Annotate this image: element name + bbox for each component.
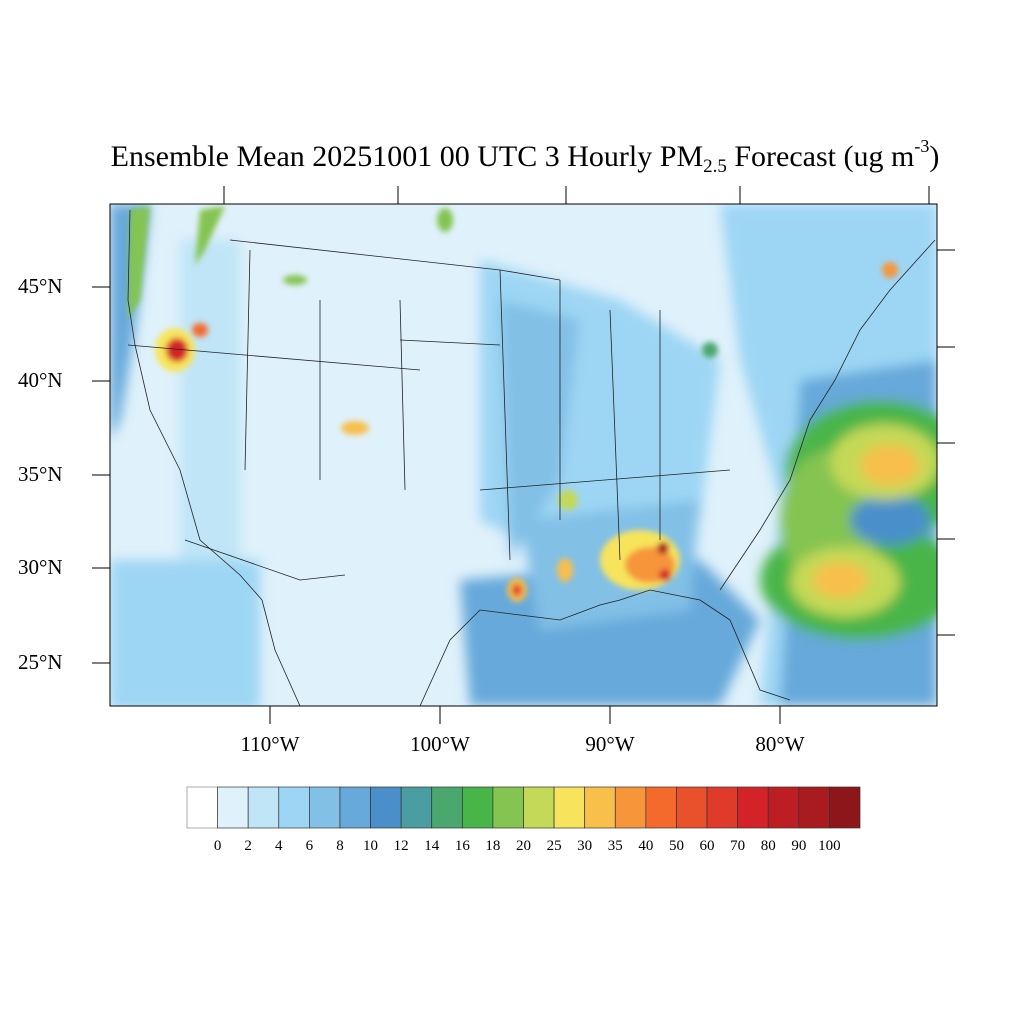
lon-label: 90°W bbox=[585, 732, 635, 756]
colorbar-box bbox=[829, 786, 861, 829]
colorbar-label: 6 bbox=[305, 838, 314, 854]
colorbar-label: 2 bbox=[244, 838, 252, 854]
coastlines-and-borders bbox=[127, 209, 936, 706]
colorbar-box bbox=[400, 786, 433, 829]
colorbar-label: 50 bbox=[668, 838, 684, 854]
colorbar-label: 35 bbox=[607, 838, 623, 854]
colorbar-label: 40 bbox=[638, 838, 654, 854]
colorbar-box bbox=[461, 786, 494, 829]
colorbar-label: 60 bbox=[699, 838, 715, 854]
colorbar-box bbox=[798, 786, 830, 829]
colorbar-label: 0 bbox=[213, 838, 222, 854]
colorbar-label: 100 bbox=[818, 838, 841, 854]
colorbar-box bbox=[584, 786, 616, 829]
colorbar-box bbox=[339, 786, 371, 829]
lon-label: 80°W bbox=[755, 732, 805, 756]
colorbar-label: 10 bbox=[363, 838, 379, 854]
colorbar-box bbox=[431, 786, 463, 829]
colorbar-label: 16 bbox=[454, 838, 470, 854]
colorbar-box bbox=[247, 786, 280, 829]
colorbar-label: 14 bbox=[424, 838, 440, 854]
colorbar-box bbox=[645, 786, 677, 829]
colorbar-box bbox=[706, 786, 738, 829]
lon-label: 110°W bbox=[240, 732, 300, 756]
colorbar-box bbox=[186, 786, 218, 829]
colorbar-label: 30 bbox=[577, 838, 593, 854]
colorbar-label: 25 bbox=[546, 838, 562, 854]
colorbar-box bbox=[492, 786, 524, 829]
fire-hotspots bbox=[128, 206, 898, 602]
colorbar-box bbox=[278, 786, 310, 829]
concentration-field bbox=[110, 204, 937, 706]
colorbar-box bbox=[309, 786, 341, 829]
colorbar-label: 20 bbox=[516, 838, 531, 854]
colorbar-box bbox=[217, 786, 249, 829]
colorbar-box bbox=[614, 786, 647, 829]
colorbar-label: 12 bbox=[393, 838, 409, 854]
colorbar-box bbox=[767, 786, 800, 829]
colorbar-label: 90 bbox=[791, 838, 807, 854]
colorbar-label: 18 bbox=[485, 838, 501, 854]
colorbar-label: 80 bbox=[760, 838, 776, 854]
colorbar bbox=[186, 786, 861, 829]
colorbar-box bbox=[370, 786, 402, 829]
colorbar-box bbox=[523, 786, 555, 829]
lat-label: 25°N bbox=[18, 650, 63, 674]
colorbar-box bbox=[553, 786, 586, 829]
colorbar-label: 8 bbox=[336, 838, 344, 854]
colorbar-label: 70 bbox=[730, 838, 746, 854]
colorbar-box bbox=[676, 786, 708, 829]
colorbar-label: 4 bbox=[275, 838, 283, 854]
lat-label: 40°N bbox=[18, 368, 63, 392]
map-title: Ensemble Mean 20251001 00 UTC 3 Hourly P… bbox=[110, 136, 940, 177]
lat-label: 45°N bbox=[18, 274, 63, 298]
axis-ticks bbox=[92, 186, 955, 724]
lat-label: 35°N bbox=[18, 462, 63, 486]
map-frame bbox=[109, 203, 938, 707]
colorbar-box bbox=[737, 786, 769, 829]
lat-label: 30°N bbox=[18, 555, 63, 579]
lon-label: 100°W bbox=[410, 732, 470, 756]
